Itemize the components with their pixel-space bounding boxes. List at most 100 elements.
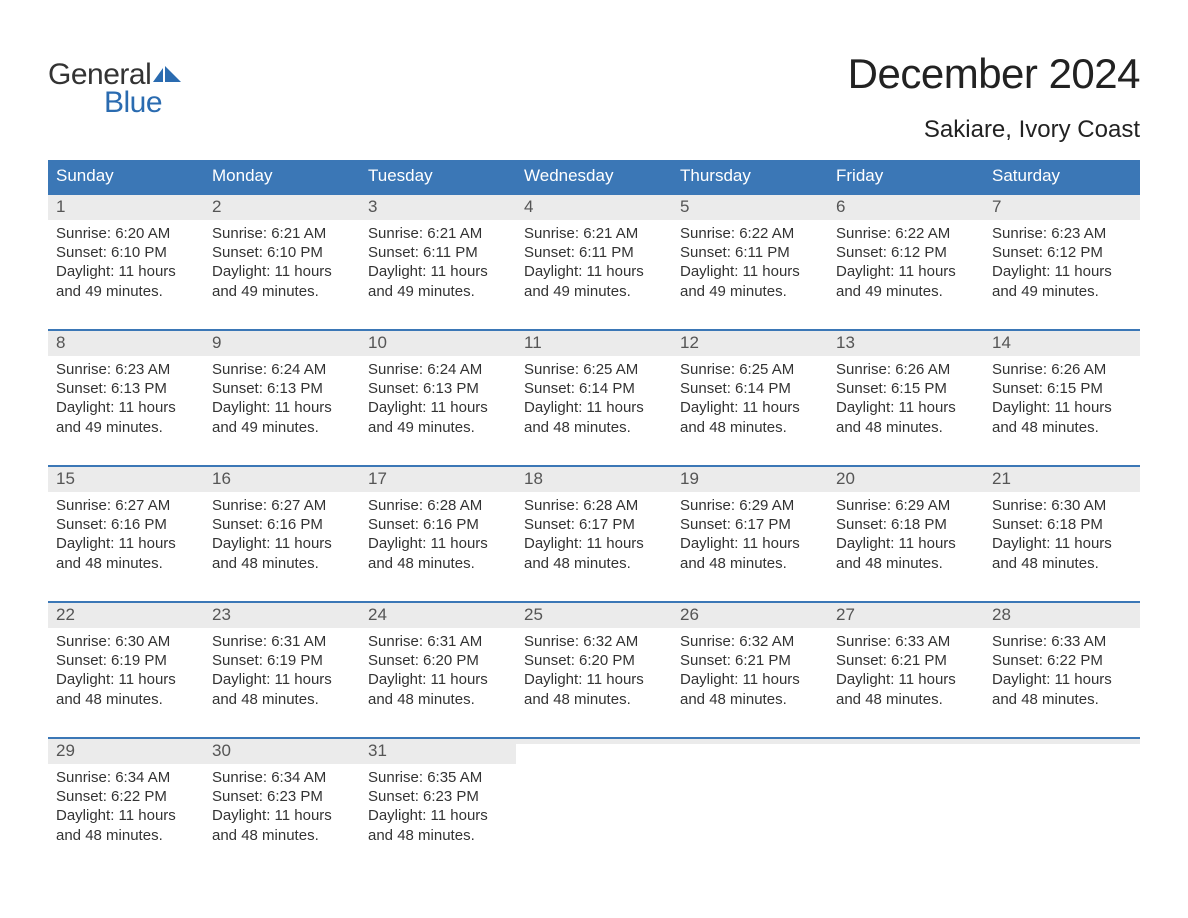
sunrise-line: Sunrise: 6:25 AM: [680, 360, 820, 379]
cell-body: Sunrise: 6:33 AMSunset: 6:21 PMDaylight:…: [828, 628, 984, 715]
day-number: 8: [56, 333, 65, 352]
cell-body: Sunrise: 6:33 AMSunset: 6:22 PMDaylight:…: [984, 628, 1140, 715]
sunset-line: Sunset: 6:15 PM: [992, 379, 1132, 398]
sunset-line: Sunset: 6:19 PM: [56, 651, 196, 670]
day-number: 15: [56, 469, 75, 488]
daylight-line: Daylight: 11 hours and 49 minutes.: [836, 262, 976, 300]
daylight-line: Daylight: 11 hours and 48 minutes.: [524, 534, 664, 572]
sunrise-line: Sunrise: 6:20 AM: [56, 224, 196, 243]
day-number-row: 5: [672, 195, 828, 220]
sunset-line: Sunset: 6:17 PM: [524, 515, 664, 534]
day-number: 14: [992, 333, 1011, 352]
sunrise-line: Sunrise: 6:33 AM: [992, 632, 1132, 651]
sunset-line: Sunset: 6:10 PM: [212, 243, 352, 262]
calendar-cell: 12Sunrise: 6:25 AMSunset: 6:14 PMDayligh…: [672, 331, 828, 449]
calendar-cell: 30Sunrise: 6:34 AMSunset: 6:23 PMDayligh…: [204, 739, 360, 857]
page-header: General Blue December 2024 Sakiare, Ivor…: [48, 50, 1140, 144]
calendar-week: 8Sunrise: 6:23 AMSunset: 6:13 PMDaylight…: [48, 329, 1140, 449]
day-number: 11: [524, 333, 542, 352]
cell-body: Sunrise: 6:26 AMSunset: 6:15 PMDaylight:…: [984, 356, 1140, 443]
cell-body: Sunrise: 6:26 AMSunset: 6:15 PMDaylight:…: [828, 356, 984, 443]
cell-body: Sunrise: 6:31 AMSunset: 6:19 PMDaylight:…: [204, 628, 360, 715]
day-number-row: 30: [204, 739, 360, 764]
calendar-cell: 22Sunrise: 6:30 AMSunset: 6:19 PMDayligh…: [48, 603, 204, 721]
sunset-line: Sunset: 6:20 PM: [368, 651, 508, 670]
sunset-line: Sunset: 6:11 PM: [524, 243, 664, 262]
daylight-line: Daylight: 11 hours and 48 minutes.: [368, 670, 508, 708]
day-number-row: 23: [204, 603, 360, 628]
calendar-cell: 18 Sunrise: 6:28 AMSunset: 6:17 PMDayligh…: [516, 467, 672, 585]
day-number-row: 6: [828, 195, 984, 220]
logo: General Blue: [48, 58, 181, 120]
calendar-cell: 6 Sunrise: 6:22 AMSunset: 6:12 PMDaylight…: [828, 195, 984, 313]
day-number-row: 11: [516, 331, 672, 356]
sunrise-line: Sunrise: 6:27 AM: [56, 496, 196, 515]
day-number: 28: [992, 605, 1011, 624]
day-number-row: [672, 739, 828, 744]
daylight-line: Daylight: 11 hours and 48 minutes.: [524, 398, 664, 436]
cell-body: Sunrise: 6:34 AMSunset: 6:23 PMDaylight:…: [204, 764, 360, 851]
day-number-row: 9: [204, 331, 360, 356]
day-number: 21: [992, 469, 1011, 488]
sunset-line: Sunset: 6:21 PM: [680, 651, 820, 670]
cell-body: Sunrise: 6:31 AMSunset: 6:20 PMDaylight:…: [360, 628, 516, 715]
sunrise-line: Sunrise: 6:21 AM: [368, 224, 508, 243]
day-number-row: 24: [360, 603, 516, 628]
day-header-sunday: Sunday: [48, 160, 204, 193]
calendar-cell: 25Sunrise: 6:32 AMSunset: 6:20 PMDayligh…: [516, 603, 672, 721]
calendar-week: 29Sunrise: 6:34 AMSunset: 6:22 PMDayligh…: [48, 737, 1140, 857]
day-number-row: 18: [516, 467, 672, 492]
sunrise-line: Sunrise: 6:30 AM: [56, 632, 196, 651]
day-number: 5: [680, 197, 689, 216]
cell-body: Sunrise: 6:24 AMSunset: 6:13 PMDaylight:…: [204, 356, 360, 443]
cell-body: Sunrise: 6:24 AMSunset: 6:13 PMDaylight:…: [360, 356, 516, 443]
sunrise-line: Sunrise: 6:28 AM: [524, 496, 664, 515]
cell-body: Sunrise: 6:21 AMSunset: 6:10 PMDaylight:…: [204, 220, 360, 307]
calendar-cell: 29Sunrise: 6:34 AMSunset: 6:22 PMDayligh…: [48, 739, 204, 857]
cell-body: Sunrise: 6:30 AMSunset: 6:19 PMDaylight:…: [48, 628, 204, 715]
calendar-week: 22Sunrise: 6:30 AMSunset: 6:19 PMDayligh…: [48, 601, 1140, 721]
daylight-line: Daylight: 11 hours and 48 minutes.: [368, 534, 508, 572]
sunset-line: Sunset: 6:16 PM: [212, 515, 352, 534]
cell-body: Sunrise: 6:23 AMSunset: 6:12 PMDaylight:…: [984, 220, 1140, 307]
daylight-line: Daylight: 11 hours and 48 minutes.: [836, 534, 976, 572]
sunset-line: Sunset: 6:11 PM: [680, 243, 820, 262]
calendar-week: 1 Sunrise: 6:20 AM Sunset: 6:10 PM Daylight…: [48, 193, 1140, 313]
calendar-cell: 21Sunrise: 6:30 AMSunset: 6:18 PMDayligh…: [984, 467, 1140, 585]
day-number-row: [984, 739, 1140, 744]
calendar-cell: [516, 739, 672, 857]
calendar-cell: [672, 739, 828, 857]
logo-word-blue: Blue: [104, 86, 162, 120]
sunset-line: Sunset: 6:18 PM: [992, 515, 1132, 534]
day-number: 23: [212, 605, 231, 624]
day-number-row: 8: [48, 331, 204, 356]
day-number-row: 21: [984, 467, 1140, 492]
day-number: 27: [836, 605, 855, 624]
daylight-line: Daylight: 11 hours and 48 minutes.: [56, 534, 196, 572]
sunset-line: Sunset: 6:22 PM: [992, 651, 1132, 670]
daylight-line: Daylight: 11 hours and 48 minutes.: [680, 534, 820, 572]
calendar-cell: [828, 739, 984, 857]
sunrise-line: Sunrise: 6:23 AM: [992, 224, 1132, 243]
calendar-cell: 17Sunrise: 6:28 AMSunset: 6:16 PMDayligh…: [360, 467, 516, 585]
sunset-line: Sunset: 6:12 PM: [992, 243, 1132, 262]
day-number: 6: [836, 197, 845, 216]
sunset-line: Sunset: 6:23 PM: [368, 787, 508, 806]
daylight-line: Daylight: 11 hours and 48 minutes.: [836, 670, 976, 708]
cell-body: Sunrise: 6:29 AMSunset: 6:18 PMDaylight:…: [828, 492, 984, 579]
day-number-row: 16: [204, 467, 360, 492]
location-label: Sakiare, Ivory Coast: [848, 116, 1140, 144]
sunrise-line: Sunrise: 6:29 AM: [680, 496, 820, 515]
calendar-cell: 31Sunrise: 6:35 AMSunset: 6:23 PMDayligh…: [360, 739, 516, 857]
day-number: 19: [680, 469, 699, 488]
sunrise-line: Sunrise: 6:23 AM: [56, 360, 196, 379]
sunset-line: Sunset: 6:20 PM: [524, 651, 664, 670]
daylight-line: Daylight: 11 hours and 48 minutes.: [992, 534, 1132, 572]
calendar-cell: 28 Sunrise: 6:33 AMSunset: 6:22 PMDayligh…: [984, 603, 1140, 721]
sunrise-line: Sunrise: 6:21 AM: [524, 224, 664, 243]
cell-body: Sunrise: 6:22 AMSunset: 6:12 PMDaylight:…: [828, 220, 984, 307]
day-number-row: 1: [48, 195, 204, 220]
sunrise-line: Sunrise: 6:26 AM: [992, 360, 1132, 379]
day-number: 20: [836, 469, 855, 488]
day-number-row: 12: [672, 331, 828, 356]
